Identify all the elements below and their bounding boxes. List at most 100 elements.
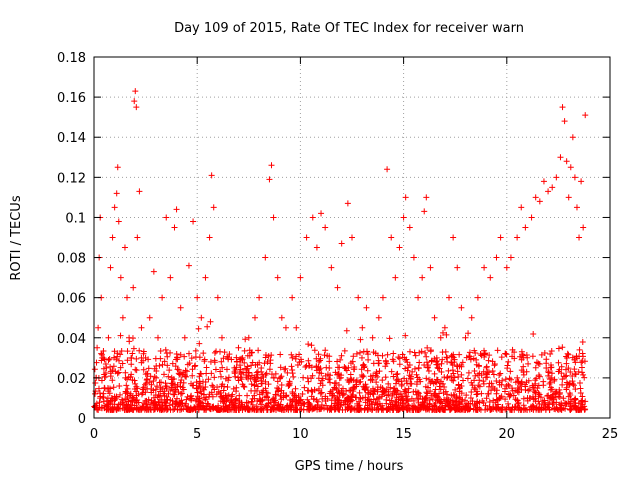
- roti-noise-point: [416, 406, 423, 413]
- roti-point: [103, 364, 110, 371]
- roti-noise-point: [394, 387, 401, 394]
- roti-noise-point: [135, 406, 142, 413]
- roti-noise-point: [159, 361, 166, 368]
- roti-noise-point: [173, 356, 180, 363]
- roti-noise-point: [308, 393, 315, 400]
- roti-noise-point: [523, 351, 530, 358]
- roti-noise-point: [414, 396, 421, 403]
- roti-noise-point: [95, 385, 102, 392]
- roti-noise-point: [566, 390, 573, 397]
- roti-noise-point: [208, 370, 215, 377]
- roti-noise-point: [566, 381, 573, 388]
- roti-noise-point: [211, 374, 218, 381]
- roti-noise-point: [389, 406, 396, 413]
- roti-noise-point: [187, 405, 194, 412]
- roti-noise-point: [372, 350, 379, 357]
- roti-noise-point: [96, 399, 103, 406]
- roti-noise-point: [569, 354, 576, 361]
- roti-noise-point: [473, 361, 480, 368]
- roti-point: [576, 234, 583, 241]
- roti-noise-point: [381, 388, 388, 395]
- roti-noise-point: [222, 402, 229, 409]
- roti-point: [146, 314, 153, 321]
- roti-noise-point: [284, 369, 291, 376]
- roti-noise-point: [398, 382, 405, 389]
- roti-noise-point: [250, 405, 257, 412]
- roti-point: [363, 304, 370, 311]
- roti-noise-point: [393, 402, 400, 409]
- roti-noise-point: [367, 373, 374, 380]
- roti-noise-point: [248, 349, 255, 356]
- roti-noise-point: [520, 395, 527, 402]
- roti-noise-point: [136, 347, 143, 354]
- roti-noise-point: [244, 365, 251, 372]
- roti-point: [578, 178, 585, 185]
- roti-point: [99, 354, 106, 361]
- x-tick-labels: 0 5 10 15 20 25: [90, 427, 618, 442]
- roti-noise-point: [496, 381, 503, 388]
- roti-noise-point: [289, 370, 296, 377]
- roti-noise-point: [335, 382, 342, 389]
- roti-noise-point: [180, 379, 187, 386]
- roti-noise-point: [578, 359, 585, 366]
- roti-noise-point: [497, 370, 504, 377]
- roti-point: [131, 98, 138, 105]
- roti-noise-point: [270, 374, 277, 381]
- roti-noise-point: [581, 374, 588, 381]
- roti-noise-point: [119, 399, 126, 406]
- roti-noise-point: [472, 372, 479, 379]
- roti-noise-point: [285, 406, 292, 413]
- roti-noise-point: [379, 352, 386, 359]
- roti-noise-point: [129, 398, 136, 405]
- roti-point: [101, 384, 108, 391]
- roti-noise-point: [410, 397, 417, 404]
- roti-noise-point: [248, 381, 255, 388]
- roti-point: [202, 274, 209, 281]
- roti-noise-point: [298, 402, 305, 409]
- roti-noise-point: [117, 351, 124, 358]
- roti-noise-point: [342, 397, 349, 404]
- roti-noise-point: [508, 376, 515, 383]
- roti-noise-point: [259, 371, 266, 378]
- roti-noise-point: [480, 378, 487, 385]
- roti-noise-point: [491, 385, 498, 392]
- roti-noise-point: [449, 367, 456, 374]
- roti-noise-point: [496, 371, 503, 378]
- roti-noise-point: [204, 400, 211, 407]
- roti-noise-point: [559, 376, 566, 383]
- roti-noise-point: [153, 362, 160, 369]
- roti-noise-point: [308, 364, 315, 371]
- roti-noise-point: [145, 396, 152, 403]
- roti-noise-point: [427, 388, 434, 395]
- roti-noise-point: [484, 390, 491, 397]
- roti-noise-point: [471, 367, 478, 374]
- roti-noise-point: [571, 366, 578, 373]
- roti-noise-point: [283, 403, 290, 410]
- roti-noise-point: [242, 336, 249, 343]
- roti-noise-point: [263, 393, 270, 400]
- roti-noise-point: [157, 384, 164, 391]
- roti-noise-point: [323, 364, 330, 371]
- roti-noise-point: [232, 396, 239, 403]
- roti-noise-point: [353, 383, 360, 390]
- y-tick-label: 0.08: [57, 252, 86, 267]
- roti-noise-point: [536, 391, 543, 398]
- y-tick-label: 0.14: [57, 131, 86, 146]
- roti-noise-point: [402, 365, 409, 372]
- roti-noise-point: [169, 360, 176, 367]
- roti-noise-point: [171, 406, 178, 413]
- roti-noise-point: [559, 381, 566, 388]
- roti-noise-point: [200, 350, 207, 357]
- roti-noise-point: [443, 375, 450, 382]
- roti-noise-point: [241, 403, 248, 410]
- roti-noise-point: [154, 406, 161, 413]
- roti-noise-point: [328, 403, 335, 410]
- roti-noise-point: [305, 362, 312, 369]
- roti-noise-point: [164, 405, 171, 412]
- roti-noise-point: [525, 387, 532, 394]
- roti-noise-point: [219, 364, 226, 371]
- roti-point: [210, 204, 217, 211]
- roti-point: [375, 314, 382, 321]
- roti-point: [138, 324, 145, 331]
- roti-noise-point: [340, 391, 347, 398]
